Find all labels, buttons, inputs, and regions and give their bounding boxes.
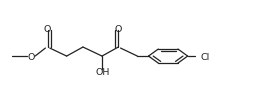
Text: O: O (27, 52, 35, 61)
Text: O: O (44, 24, 51, 33)
Text: OH: OH (96, 67, 110, 76)
Text: Cl: Cl (201, 52, 210, 61)
Text: O: O (115, 24, 122, 33)
